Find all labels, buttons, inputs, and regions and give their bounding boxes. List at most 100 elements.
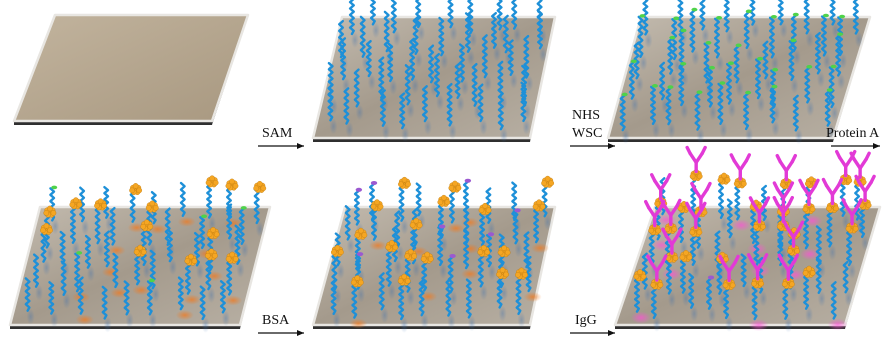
linker-chain	[146, 280, 153, 316]
linker-chain	[351, 282, 358, 319]
linker-chain	[60, 260, 67, 297]
linker-chain	[398, 184, 405, 222]
chain-shadow	[151, 286, 160, 303]
chain-shadow	[784, 316, 793, 333]
linker-chain	[511, 181, 518, 222]
protein-a	[633, 269, 647, 282]
linker-chain	[447, 0, 454, 29]
linker-chain	[434, 53, 440, 98]
chain-shadow	[221, 310, 230, 327]
protein-a	[779, 177, 793, 190]
igg-antibody	[777, 253, 800, 282]
igg-antibody	[650, 173, 672, 201]
chain-shadow	[639, 54, 648, 71]
chain-shadow	[417, 25, 426, 42]
linker-chain	[788, 40, 795, 81]
linker-chain	[750, 206, 757, 245]
chain-shadow	[345, 121, 354, 138]
linker-chain	[415, 0, 422, 29]
protein-a	[437, 194, 451, 207]
linker-chain	[446, 83, 453, 127]
linker-chain	[491, 11, 497, 49]
linker-chain	[854, 182, 861, 221]
nhs-ester-cap	[669, 35, 676, 40]
chain-shadow	[148, 312, 157, 329]
linker-chain	[665, 86, 672, 126]
protein-a	[385, 240, 399, 252]
protein-a	[648, 223, 662, 236]
linker-chain	[205, 255, 212, 291]
linker-chain	[803, 272, 810, 310]
linker-chain	[714, 17, 720, 59]
linker-chain	[634, 276, 640, 313]
nhs-ester-cap	[148, 278, 155, 283]
bare-substrate-panel	[12, 13, 250, 125]
protein-shadow	[75, 314, 94, 325]
chain-shadow	[779, 22, 788, 39]
nhs-ester-cap	[667, 85, 674, 89]
step-label-nhs: NHS	[572, 108, 601, 123]
protein-a	[331, 244, 344, 257]
step-label-sam: SAM	[262, 126, 293, 141]
chain-shadow	[449, 25, 458, 42]
linker-chain	[496, 0, 503, 31]
blocked-cap	[707, 275, 715, 280]
chain-shadow	[125, 312, 134, 329]
linker-chain	[699, 0, 706, 31]
bsa-blocked-panel	[8, 175, 272, 333]
chain-shadow	[680, 102, 689, 119]
igg-antibody	[746, 253, 769, 281]
linker-chain	[438, 16, 445, 57]
linker-chain	[253, 188, 260, 225]
igg-antibody	[718, 254, 740, 283]
linker-chain	[399, 92, 406, 130]
igg-antibody	[660, 198, 682, 227]
protein-a	[404, 248, 418, 261]
protein-a	[398, 176, 411, 189]
chain-shadow	[763, 217, 772, 234]
igg-antibody	[772, 195, 794, 224]
protein-a	[145, 200, 159, 213]
antibody-shadow	[661, 268, 682, 281]
chain-shadow	[420, 313, 429, 330]
linker-chain	[369, 182, 375, 221]
linker-chain	[464, 12, 471, 53]
linker-chain	[835, 34, 842, 77]
linker-chain	[815, 225, 822, 266]
linker-chain	[134, 252, 141, 286]
linker-chain	[369, 0, 376, 26]
chain-shadow	[826, 123, 835, 140]
linker-chain	[344, 205, 351, 241]
linker-chain	[804, 66, 811, 104]
protein-a	[69, 197, 83, 210]
chain-shadow	[720, 215, 729, 232]
chain-shadow	[447, 313, 456, 330]
chain-shadow	[719, 121, 728, 138]
linker-chain	[659, 61, 666, 101]
protein-a	[370, 199, 384, 212]
chain-shadow	[745, 126, 754, 143]
step-label-bsa: BSA	[262, 313, 290, 328]
chain-shadow	[805, 31, 814, 48]
linker-chain	[463, 229, 470, 270]
chain-shadow	[493, 45, 502, 62]
linker-chain	[768, 16, 775, 59]
protein-a	[350, 275, 364, 288]
protein-a	[225, 251, 239, 264]
protein-a	[205, 175, 219, 188]
linker-chain	[421, 85, 428, 123]
linker-chain	[226, 203, 233, 240]
protein-shadow	[523, 291, 542, 302]
linker-chain	[829, 0, 836, 26]
chain-shadow	[62, 292, 71, 309]
protein-a	[43, 205, 57, 218]
chain-shadow	[96, 241, 105, 258]
protein-a	[140, 219, 154, 232]
linker-chain	[343, 87, 350, 125]
linker-chain	[398, 281, 405, 321]
chain-shadow	[411, 77, 420, 94]
chain-shadow	[757, 96, 766, 113]
linker-chain	[525, 255, 532, 293]
linker-chain	[219, 280, 226, 314]
linker-chain	[749, 0, 756, 26]
